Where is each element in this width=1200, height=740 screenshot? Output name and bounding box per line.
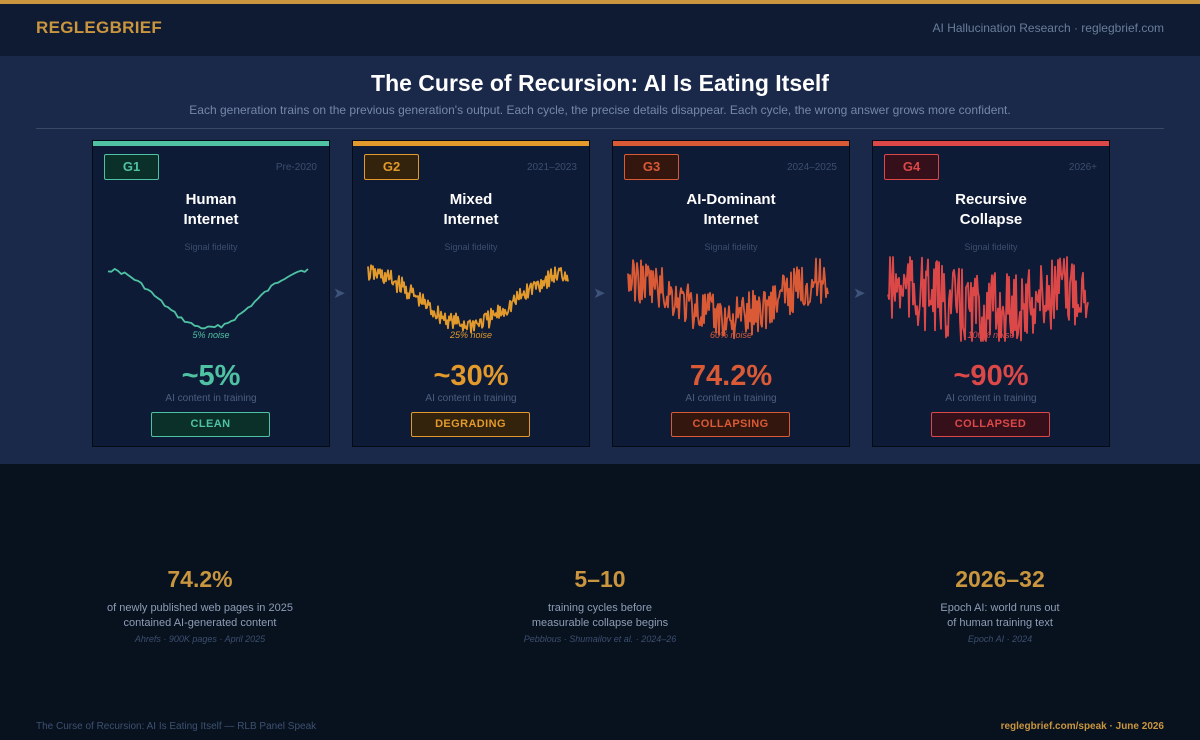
top-bar: REGLEGBRIEF AI Hallucination Research · … bbox=[0, 0, 1200, 56]
ai-content-label: AI content in training bbox=[945, 393, 1037, 404]
ai-content-percent: ~30% bbox=[433, 360, 509, 392]
stat-desc-line2: contained AI-generated content bbox=[123, 617, 277, 629]
signal-waveform bbox=[627, 257, 829, 340]
stat-training-cycles: 5–10 training cycles before measurable co… bbox=[450, 566, 750, 644]
arrow-right-icon: ➤ bbox=[853, 285, 866, 302]
waveform-line bbox=[367, 264, 569, 334]
stat-value: 74.2% bbox=[167, 566, 233, 592]
generation-badge: G3 bbox=[624, 154, 679, 180]
stat-description: of newly published web pages in 2025 cont… bbox=[50, 601, 350, 631]
signal-waveform bbox=[887, 256, 1089, 342]
stat-source: Epoch AI · 2024 bbox=[967, 634, 1033, 644]
stat-value: 2026–32 bbox=[955, 566, 1045, 592]
header-right-text: AI Hallucination Research · reglegbrief.… bbox=[932, 21, 1164, 35]
stat-source: Ahrefs · 900K pages · April 2025 bbox=[134, 634, 266, 644]
status-badge: COLLAPSING bbox=[671, 412, 790, 437]
arrow-right-icon: ➤ bbox=[333, 285, 346, 302]
stat-description: Epoch AI: world runs out of human trainin… bbox=[850, 601, 1150, 631]
card-title-line1: Human bbox=[185, 191, 237, 208]
era-label: 2021–2023 bbox=[526, 162, 577, 173]
era-label: 2026+ bbox=[1068, 162, 1097, 173]
stat-desc-line2: measurable collapse begins bbox=[531, 617, 669, 629]
stat-source: Pebblous · Shumailov et al. · 2024–26 bbox=[523, 634, 677, 644]
generation-card-g3: G3 2024–2025 AI-Dominant Internet Signal … bbox=[612, 140, 850, 447]
status-badge: CLEAN bbox=[151, 412, 270, 437]
card-title: AI-Dominant Internet bbox=[613, 190, 849, 230]
ai-content-percent: 74.2% bbox=[689, 360, 773, 392]
status-badge: COLLAPSED bbox=[931, 412, 1050, 437]
stat-desc-line1: training cycles before bbox=[548, 602, 652, 614]
card-title-line2: Internet bbox=[443, 211, 499, 228]
page-title: The Curse of Recursion: AI Is Eating Its… bbox=[371, 70, 829, 96]
card-title: Recursive Collapse bbox=[873, 190, 1109, 230]
noise-label: 5% noise bbox=[192, 330, 230, 340]
generation-badge: G2 bbox=[364, 154, 419, 180]
card-title-line2: Internet bbox=[183, 211, 239, 228]
footer-link[interactable]: reglegbrief.com/speak · June 2026 bbox=[1000, 721, 1164, 732]
signal-fidelity-label: Signal fidelity bbox=[964, 242, 1018, 252]
stat-desc-line1: Epoch AI: world runs out bbox=[940, 602, 1060, 614]
stat-value: 5–10 bbox=[574, 566, 626, 592]
era-label: 2024–2025 bbox=[786, 162, 837, 173]
card-accent-bar bbox=[353, 141, 589, 146]
main-panel: The Curse of Recursion: AI Is Eating Its… bbox=[0, 56, 1200, 464]
stat-desc-line2: of human training text bbox=[947, 617, 1053, 629]
ai-content-label: AI content in training bbox=[685, 393, 777, 404]
card-accent-bar bbox=[873, 141, 1109, 146]
generation-badge: G4 bbox=[884, 154, 939, 180]
page-subtitle: Each generation trains on the previous g… bbox=[189, 103, 1011, 117]
card-title-line1: AI-Dominant bbox=[686, 191, 776, 208]
signal-waveform bbox=[367, 264, 569, 334]
signal-waveform bbox=[107, 268, 309, 330]
signal-fidelity-label: Signal fidelity bbox=[704, 242, 758, 252]
stat-description: training cycles before measurable collaps… bbox=[450, 601, 750, 631]
stat-ai-web-pages: 74.2% of newly published web pages in 20… bbox=[50, 566, 350, 644]
card-title: Human Internet bbox=[93, 190, 329, 230]
arrow-right-icon: ➤ bbox=[593, 285, 606, 302]
status-badge: DEGRADING bbox=[411, 412, 530, 437]
card-accent-bar bbox=[93, 141, 329, 146]
card-title: Mixed Internet bbox=[353, 190, 589, 230]
stat-desc-line1: of newly published web pages in 2025 bbox=[107, 602, 293, 614]
ai-content-percent: ~5% bbox=[181, 360, 241, 392]
brand-logo[interactable]: REGLEGBRIEF bbox=[36, 18, 163, 37]
noise-label: 100% noise bbox=[967, 330, 1015, 340]
divider bbox=[36, 128, 1164, 129]
card-title-line1: Recursive bbox=[955, 191, 1027, 208]
stat-human-text-exhaustion: 2026–32 Epoch AI: world runs out of human… bbox=[850, 566, 1150, 644]
footer-left: The Curse of Recursion: AI Is Eating Its… bbox=[36, 721, 317, 732]
card-title-line1: Mixed bbox=[449, 191, 493, 208]
ai-content-label: AI content in training bbox=[165, 393, 257, 404]
generation-card-g4: G4 2026+ Recursive Collapse Signal fideli… bbox=[872, 140, 1110, 447]
generation-badge: G1 bbox=[104, 154, 159, 180]
noise-label: 60% noise bbox=[709, 330, 753, 340]
ai-content-label: AI content in training bbox=[425, 393, 517, 404]
card-title-line2: Internet bbox=[703, 211, 759, 228]
waveform-line bbox=[887, 256, 1089, 342]
signal-fidelity-label: Signal fidelity bbox=[444, 242, 498, 252]
waveform-line bbox=[107, 268, 309, 330]
generation-card-g1: G1 Pre-2020 Human Internet Signal fidelit… bbox=[92, 140, 330, 447]
card-title-line2: Collapse bbox=[959, 211, 1023, 228]
generation-card-g2: G2 2021–2023 Mixed Internet Signal fideli… bbox=[352, 140, 590, 447]
noise-label: 25% noise bbox=[449, 330, 493, 340]
card-accent-bar bbox=[613, 141, 849, 146]
ai-content-percent: ~90% bbox=[953, 360, 1029, 392]
waveform-line bbox=[627, 257, 829, 340]
signal-fidelity-label: Signal fidelity bbox=[184, 242, 238, 252]
era-label: Pre-2020 bbox=[275, 162, 317, 173]
